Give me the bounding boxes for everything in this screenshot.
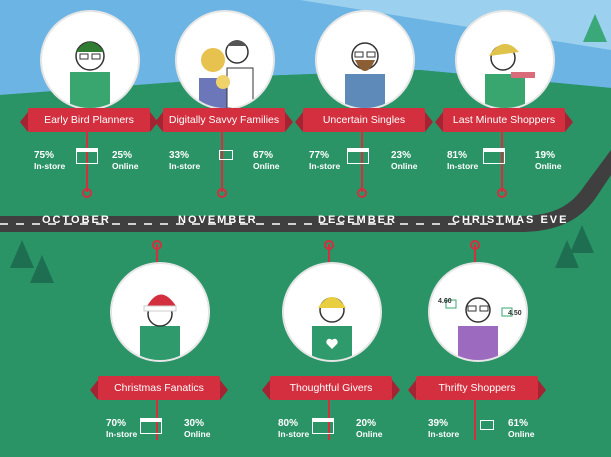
online-stat: 61% Online (508, 418, 535, 439)
store-icon (347, 148, 369, 164)
persona-name: Thoughtful Givers (262, 376, 400, 400)
instore-stat: 81% In-store (447, 150, 479, 171)
avatar (455, 10, 555, 110)
timeline-connector (361, 132, 363, 192)
persona-early-bird: Early Bird Planners 75% In-store 25% Onlin… (20, 10, 178, 200)
month-christmas-eve: CHRISTMAS EVE (452, 214, 569, 226)
timeline-marker (357, 188, 367, 198)
timeline-marker (82, 188, 92, 198)
persona-name: Uncertain Singles (295, 108, 433, 132)
gift-rating: 4.60 (438, 298, 452, 305)
month-november: NOVEMBER (178, 214, 258, 226)
timeline-marker (152, 240, 162, 250)
persona-name: Christmas Fanatics (90, 376, 228, 400)
online-stat: 20% Online (356, 418, 383, 439)
timeline-connector (221, 132, 223, 192)
store-icon (140, 418, 162, 434)
online-stat: 19% Online (535, 150, 562, 171)
laptop-icon (219, 150, 233, 160)
store-icon (312, 418, 334, 434)
instore-stat: 39% In-store (428, 418, 460, 439)
instore-stat: 70% In-store (106, 418, 138, 439)
avatar (110, 262, 210, 362)
store-icon (76, 148, 98, 164)
laptop-icon (480, 420, 494, 430)
persona-digitally-savvy: Digitally Savvy Families 33% In-store 67%… (155, 10, 313, 200)
persona-thoughtful-givers: Thoughtful Givers 80% In-store 20% Online (262, 240, 428, 452)
persona-thrifty-shoppers: 4.60 4.50 Thrifty Shoppers 39% In-store 6… (408, 240, 574, 452)
month-october: OCTOBER (42, 214, 111, 226)
online-stat: 67% Online (253, 150, 280, 171)
timeline-marker (470, 240, 480, 250)
persona-name: Early Bird Planners (20, 108, 158, 132)
instore-stat: 33% In-store (169, 150, 201, 171)
tree-icon (555, 240, 579, 268)
persona-last-minute: Last Minute Shoppers 81% In-store 19% Onli… (435, 10, 593, 200)
avatar (175, 10, 275, 110)
online-stat: 25% Online (112, 150, 139, 171)
timeline-connector (501, 132, 503, 192)
instore-stat: 75% In-store (34, 150, 66, 171)
gift-rating: 4.50 (508, 310, 522, 317)
tree-icon (583, 14, 607, 42)
month-december: DECEMBER (318, 214, 397, 226)
persona-uncertain-singles: Uncertain Singles 77% In-store 23% Online (295, 10, 453, 200)
persona-christmas-fanatics: Christmas Fanatics 70% In-store 30% Online (90, 240, 256, 452)
timeline-connector (86, 132, 88, 192)
timeline-marker (324, 240, 334, 250)
avatar (40, 10, 140, 110)
tree-icon (30, 255, 54, 283)
timeline-connector (328, 244, 330, 264)
avatar (428, 262, 528, 362)
avatar (282, 262, 382, 362)
timeline-connector (156, 244, 158, 264)
timeline-connector (474, 244, 476, 264)
timeline-marker (497, 188, 507, 198)
timeline-marker (217, 188, 227, 198)
persona-name: Thrifty Shoppers (408, 376, 546, 400)
timeline-connector (474, 400, 476, 440)
persona-name: Digitally Savvy Families (155, 108, 293, 132)
avatar (315, 10, 415, 110)
instore-stat: 80% In-store (278, 418, 310, 439)
online-stat: 23% Online (391, 150, 418, 171)
persona-name: Last Minute Shoppers (435, 108, 573, 132)
instore-stat: 77% In-store (309, 150, 341, 171)
online-stat: 30% Online (184, 418, 211, 439)
store-icon (483, 148, 505, 164)
